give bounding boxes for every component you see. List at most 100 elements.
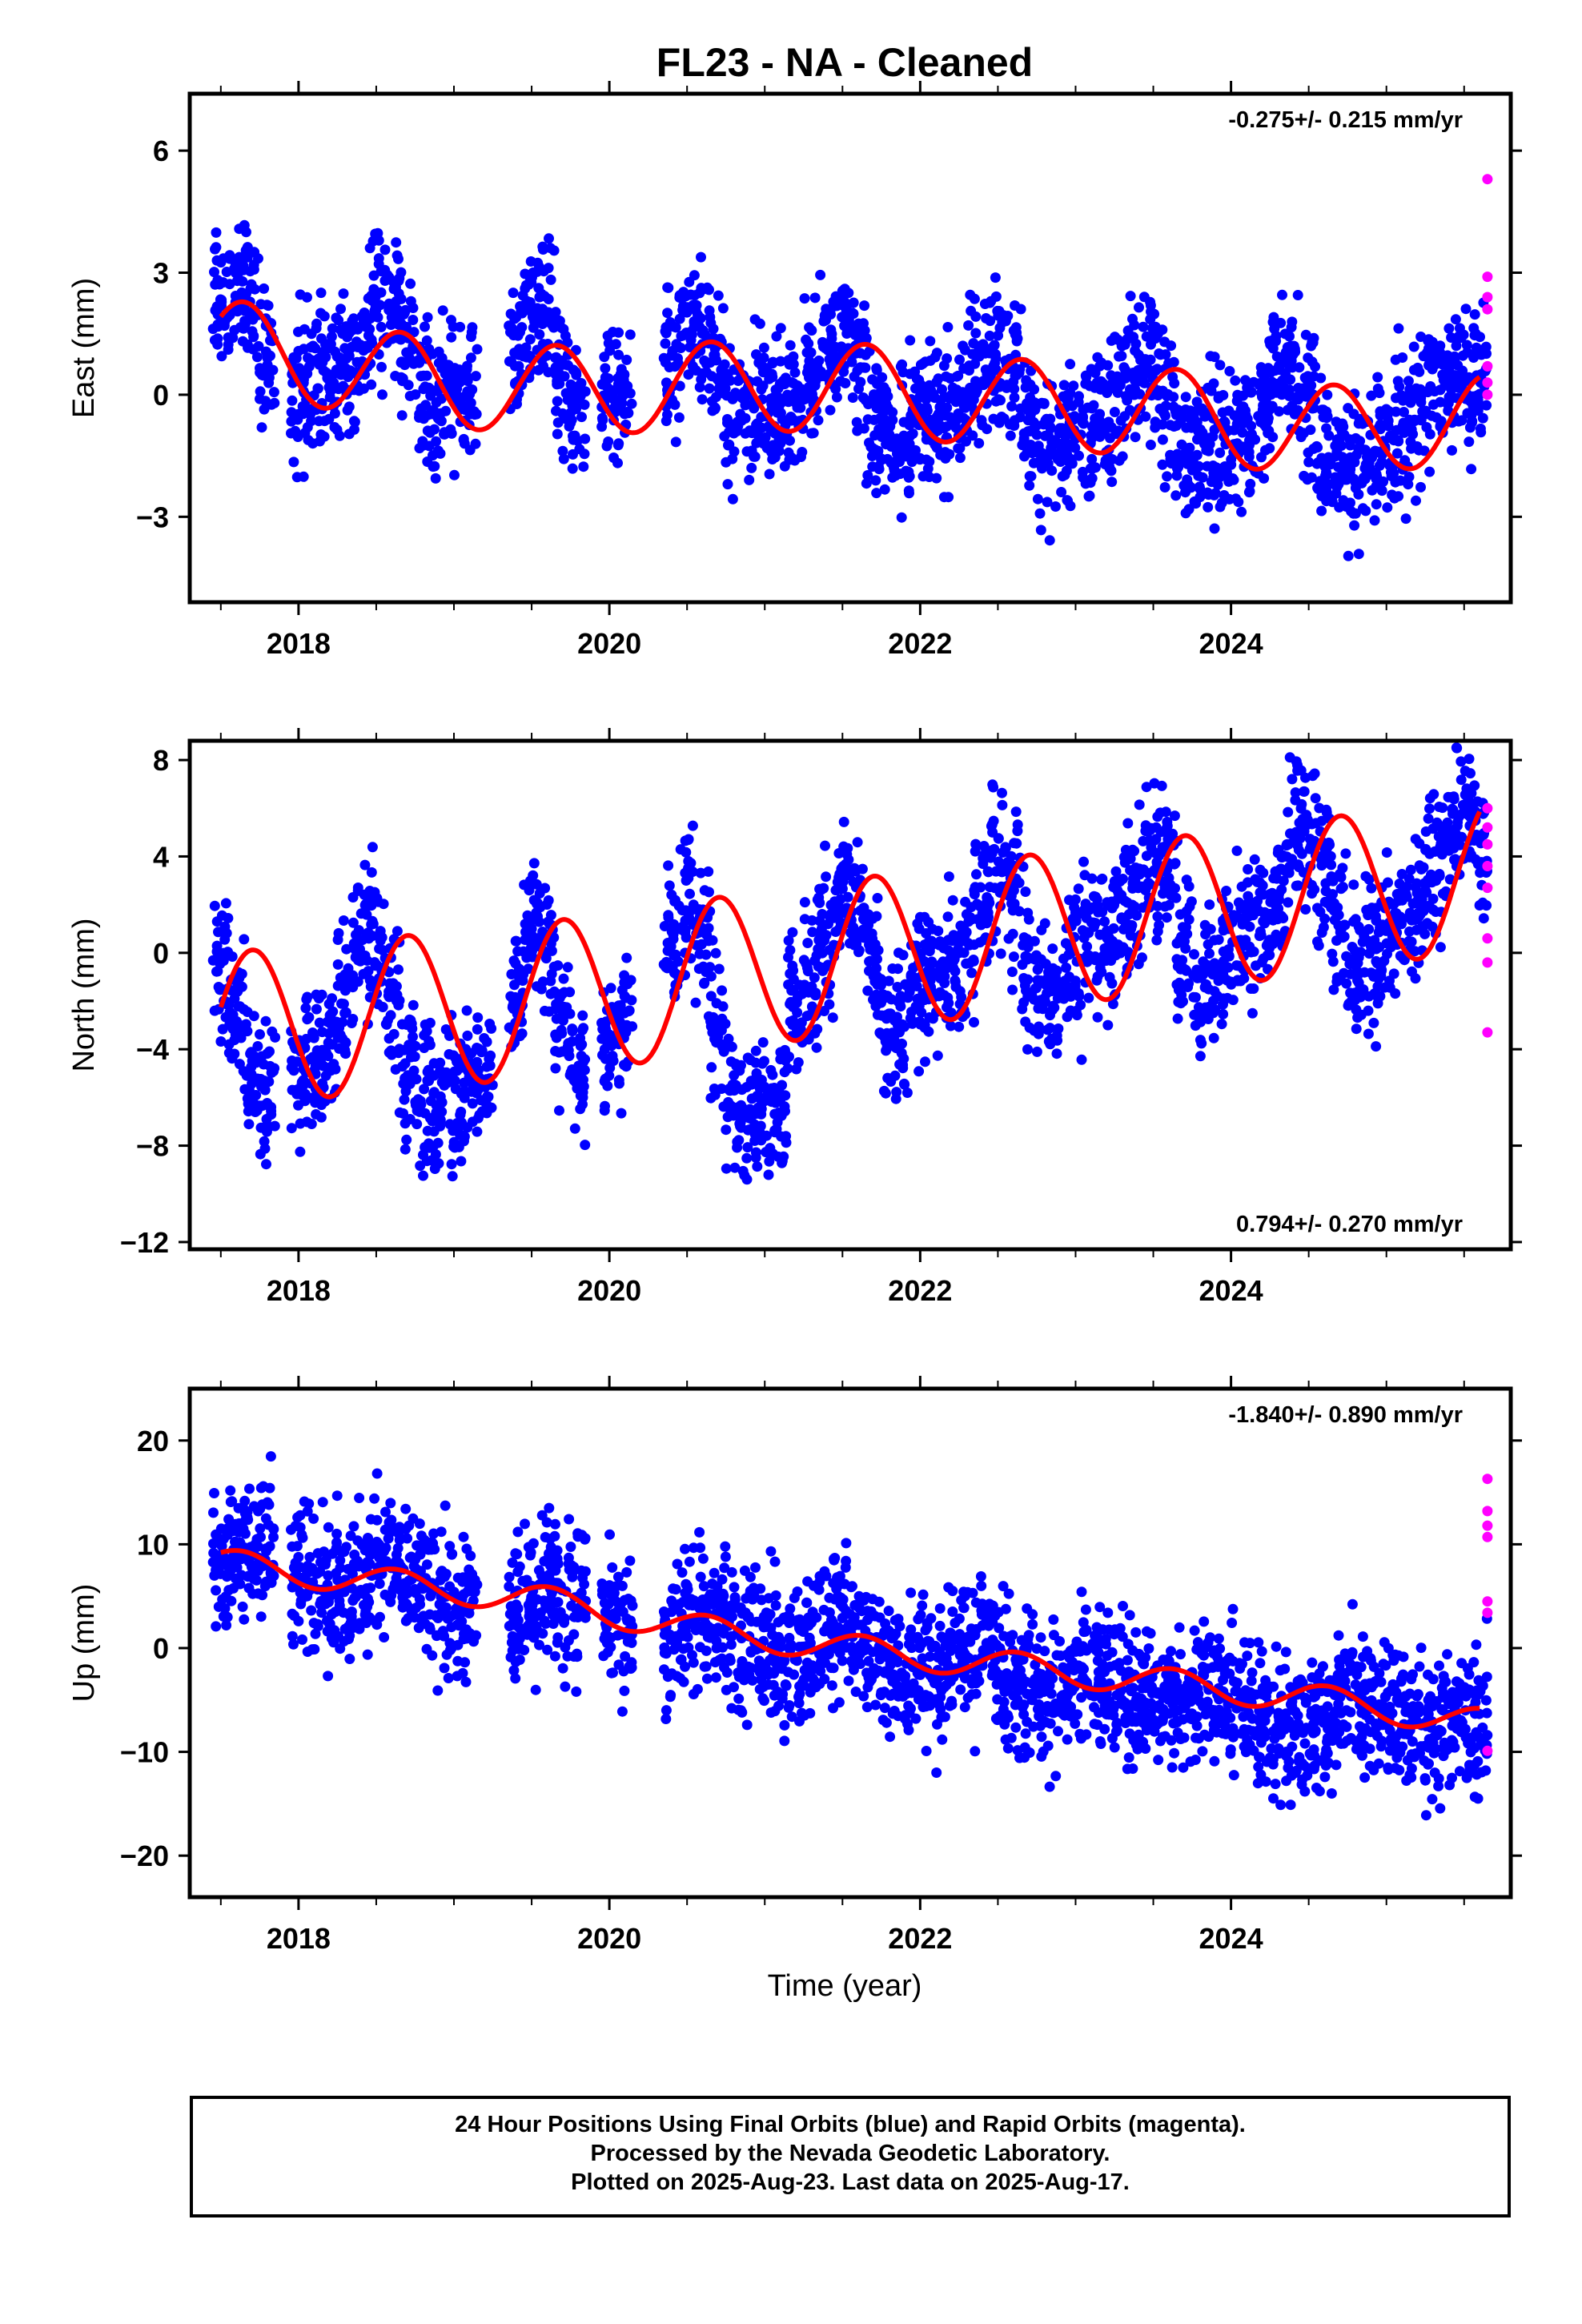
data-point xyxy=(1224,366,1235,376)
data-point xyxy=(350,944,361,955)
data-point xyxy=(1009,903,1020,915)
data-point xyxy=(881,1040,893,1051)
data-point xyxy=(915,1019,926,1030)
data-point xyxy=(909,417,920,428)
data-point xyxy=(1022,991,1034,1002)
data-point xyxy=(1008,951,1019,963)
data-point xyxy=(666,926,677,937)
data-point xyxy=(777,376,789,386)
data-point xyxy=(663,282,674,293)
data-point xyxy=(1374,388,1385,399)
data-point xyxy=(1464,436,1475,448)
data-point xyxy=(1327,875,1339,887)
data-point xyxy=(693,963,705,975)
data-point xyxy=(1312,442,1323,453)
data-point xyxy=(699,977,710,988)
data-point xyxy=(1221,886,1232,896)
data-point xyxy=(1082,402,1093,413)
data-point xyxy=(349,424,359,435)
data-point xyxy=(223,913,234,923)
data-point xyxy=(954,986,966,997)
data-point xyxy=(352,976,363,987)
data-point xyxy=(466,327,477,338)
data-point xyxy=(942,402,953,413)
data-point xyxy=(1092,1011,1103,1023)
data-point xyxy=(505,308,516,320)
data-point xyxy=(662,963,673,974)
data-point xyxy=(446,332,457,343)
data-point xyxy=(1032,964,1043,975)
data-point xyxy=(831,392,842,403)
data-point xyxy=(820,840,830,851)
data-point xyxy=(419,1084,430,1095)
data-point xyxy=(981,313,992,324)
data-point xyxy=(519,879,530,891)
data-point xyxy=(690,997,701,1008)
data-point xyxy=(230,1029,241,1040)
data-point xyxy=(1237,427,1248,438)
data-point xyxy=(907,428,918,439)
data-point xyxy=(880,1088,891,1099)
data-point xyxy=(1340,848,1351,859)
data-point xyxy=(577,1010,588,1021)
data-point xyxy=(931,472,942,484)
data-point xyxy=(921,402,932,413)
y-tick-label: 3 xyxy=(153,257,169,290)
data-point xyxy=(799,293,810,304)
data-point xyxy=(269,1063,280,1074)
data-point xyxy=(1203,1014,1214,1024)
data-point xyxy=(411,1074,422,1084)
data-point xyxy=(412,1094,424,1105)
data-point xyxy=(574,444,585,455)
data-point xyxy=(528,267,539,278)
data-point xyxy=(1065,1005,1076,1016)
data-point xyxy=(1331,935,1342,946)
data-point xyxy=(401,1134,412,1145)
data-point xyxy=(1161,912,1172,923)
data-point xyxy=(1469,309,1480,320)
data-point xyxy=(969,293,980,304)
data-point xyxy=(1423,343,1434,354)
data-point xyxy=(1152,901,1163,911)
data-point xyxy=(308,1032,319,1043)
data-point xyxy=(1184,442,1195,453)
data-point xyxy=(664,880,675,891)
data-point xyxy=(1125,853,1136,864)
data-point xyxy=(460,391,471,402)
data-point xyxy=(744,1112,755,1124)
data-point xyxy=(779,1067,790,1078)
data-point xyxy=(550,1063,561,1074)
data-point xyxy=(1170,858,1181,869)
data-point xyxy=(1208,472,1219,483)
data-point xyxy=(1320,470,1331,481)
data-point xyxy=(1086,917,1097,928)
data-point xyxy=(746,462,757,473)
data-point xyxy=(1481,400,1492,411)
data-point xyxy=(338,288,349,300)
data-point xyxy=(1048,1000,1058,1011)
data-point xyxy=(925,355,936,366)
data-point xyxy=(802,966,813,977)
data-point xyxy=(811,1042,822,1053)
data-point xyxy=(556,355,568,366)
data-point xyxy=(744,474,755,485)
data-point xyxy=(1090,891,1101,903)
data-point xyxy=(1112,387,1123,398)
data-point xyxy=(859,300,870,312)
data-point xyxy=(1310,793,1321,804)
data-point xyxy=(1271,901,1283,912)
data-point xyxy=(554,1105,564,1116)
data-point xyxy=(892,444,903,455)
data-point xyxy=(367,295,378,306)
data-point xyxy=(788,1015,798,1026)
data-point xyxy=(1050,501,1061,512)
data-point xyxy=(556,989,568,1000)
data-point xyxy=(1315,372,1327,384)
data-point xyxy=(600,363,611,374)
data-point xyxy=(1426,410,1437,421)
data-point xyxy=(1074,450,1084,461)
data-point xyxy=(839,296,850,308)
data-point xyxy=(1002,311,1014,321)
data-point xyxy=(1075,999,1086,1011)
scatter-points xyxy=(207,741,1492,1185)
